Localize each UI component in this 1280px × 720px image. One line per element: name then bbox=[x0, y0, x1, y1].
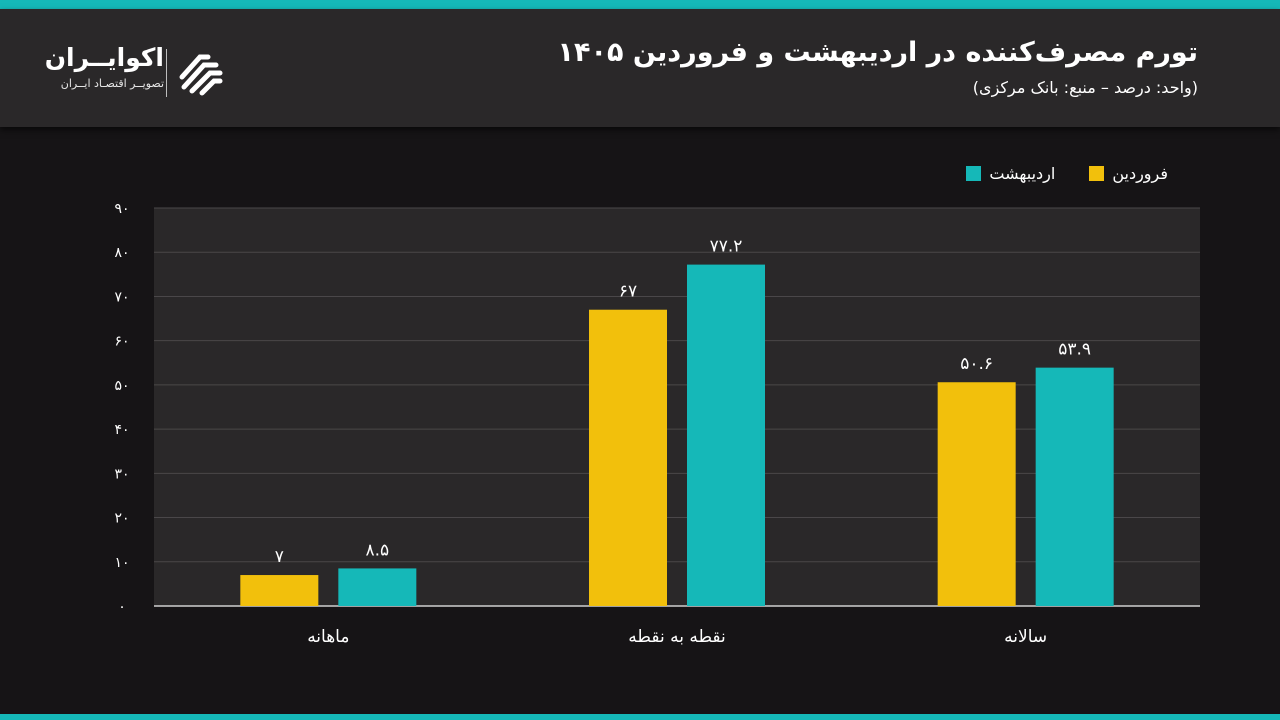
data-label: ۷۷.۲ bbox=[710, 237, 743, 257]
bar bbox=[240, 575, 319, 606]
bottom-accent-stripe bbox=[0, 714, 1280, 720]
x-tick-label: ماهانه bbox=[307, 627, 349, 647]
legend-item-ordibehesht: اردیبهشت bbox=[966, 164, 1055, 183]
y-tick-label: ۵۰ bbox=[114, 378, 129, 394]
logo-name: اکوایــران bbox=[44, 43, 164, 72]
x-tick-label: سالانه bbox=[1004, 627, 1047, 647]
logo-tagline: تصویــر اقتصـاد ایــران bbox=[60, 77, 164, 90]
bar bbox=[937, 382, 1016, 606]
bar bbox=[1035, 367, 1114, 606]
y-tick-label: ۹۰ bbox=[114, 201, 129, 217]
logo[interactable]: اکوایــران تصویــر اقتصـاد ایــران bbox=[44, 41, 234, 103]
data-label: ۶۷ bbox=[619, 282, 637, 302]
legend-swatch-farvardin bbox=[1089, 166, 1105, 181]
y-tick-label: ۸۰ bbox=[114, 245, 129, 261]
logo-divider bbox=[166, 49, 167, 97]
y-tick-label: ۷۰ bbox=[114, 289, 129, 305]
data-label: ۸.۵ bbox=[365, 540, 389, 560]
y-tick-label: ۰ bbox=[118, 599, 126, 615]
x-tick-label: نقطه به نقطه bbox=[628, 627, 725, 647]
y-tick-label: ۳۰ bbox=[114, 466, 129, 482]
data-label: ۵۰.۶ bbox=[960, 354, 993, 374]
bar bbox=[338, 568, 417, 606]
legend-label-ordibehesht: اردیبهشت bbox=[989, 164, 1056, 183]
data-label: ۵۳.۹ bbox=[1058, 340, 1091, 360]
header: تورم مصرف‌کننده در اردیبهشت و فروردین ۱۴… bbox=[0, 9, 1280, 127]
y-tick-label: ۱۰ bbox=[114, 555, 129, 571]
legend-item-farvardin: فروردین bbox=[1089, 164, 1168, 183]
chart-subtitle: (واحد: درصد – منبع: بانک مرکزی) bbox=[972, 78, 1198, 97]
plot-background bbox=[154, 208, 1200, 606]
top-accent-stripe bbox=[0, 0, 1280, 9]
legend-label-farvardin: فروردین bbox=[1112, 164, 1168, 183]
y-tick-label: ۲۰ bbox=[114, 511, 129, 527]
ecoiran-logo-icon bbox=[179, 54, 223, 96]
legend-swatch-ordibehesht bbox=[966, 166, 982, 181]
chart-legend: اردیبهشت فروردین bbox=[966, 164, 1168, 183]
bar bbox=[589, 309, 667, 606]
bar-chart: ۰ ۱۰ ۲۰ ۳۰ ۴۰ ۵۰ ۶۰ ۷۰ ۸۰ ۹۰ ۷ ۸.۵ ماهانه ۶۷ ۷۷.۲ نقطه … bbox=[114, 201, 1200, 647]
y-tick-label: ۴۰ bbox=[114, 422, 129, 438]
data-label: ۷ bbox=[275, 547, 284, 567]
y-tick-label: ۶۰ bbox=[114, 334, 129, 350]
bar bbox=[687, 264, 765, 606]
chart-area: ۰ ۱۰ ۲۰ ۳۰ ۴۰ ۵۰ ۶۰ ۷۰ ۸۰ ۹۰ ۷ ۸.۵ ماهانه ۶۷ ۷۷.۲ نقطه … bbox=[0, 190, 1280, 660]
chart-title: تورم مصرف‌کننده در اردیبهشت و فروردین ۱۴… bbox=[557, 37, 1198, 68]
